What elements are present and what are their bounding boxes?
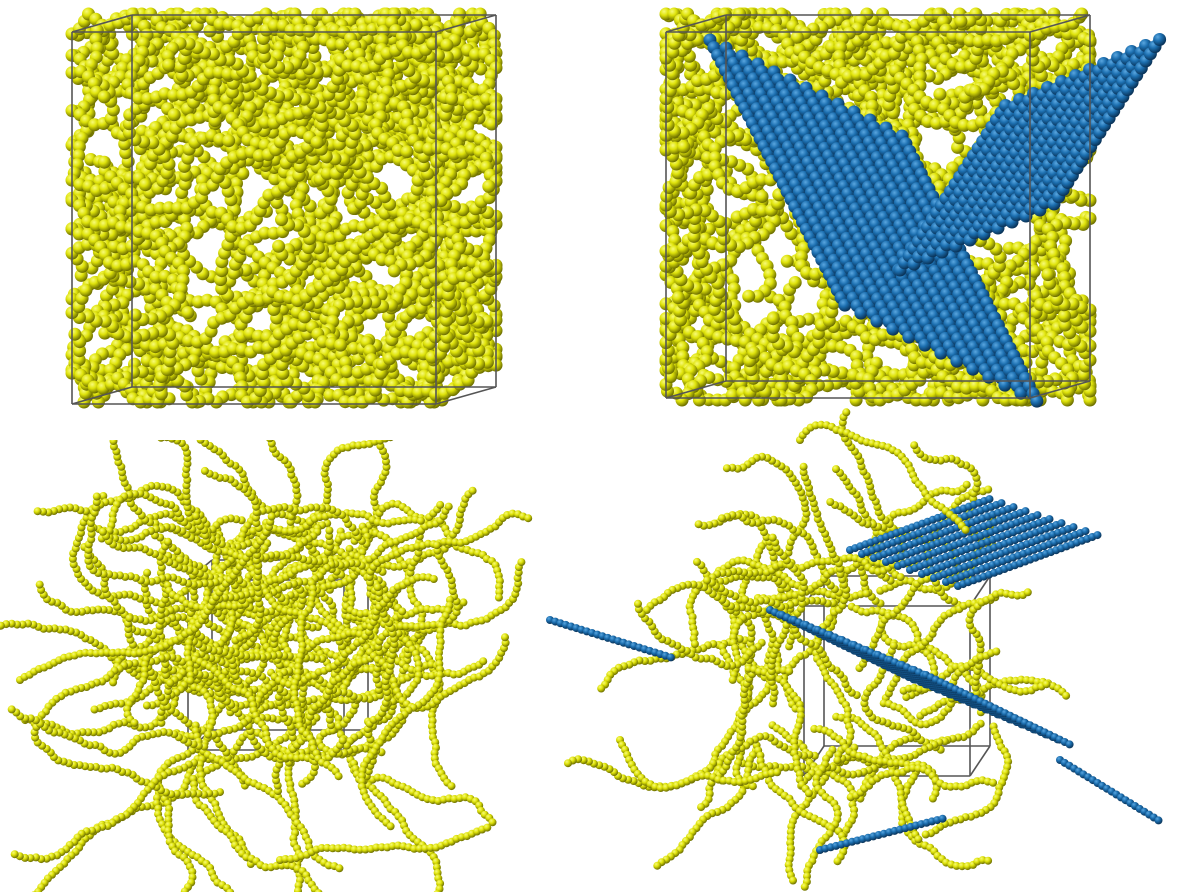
- melt-chain-beads: [0, 440, 533, 892]
- crystal-box-beads: [659, 7, 1167, 408]
- crystal-box-render: [659, 7, 1167, 408]
- simulation-box-outline: [665, 14, 1091, 399]
- melt-beads: [65, 7, 503, 409]
- panel-melt-box: [0, 0, 560, 420]
- crystal-chain-beads: [546, 408, 1163, 891]
- simulation-box-outline: [71, 14, 497, 405]
- panel-crystal-chains: [520, 400, 1192, 892]
- crystal-chains-render: [546, 408, 1163, 891]
- panel-melt-chains: [0, 440, 560, 892]
- panel-crystal-box: [600, 0, 1192, 420]
- melt-box-render: [65, 7, 503, 409]
- melt-chains-render: [0, 440, 533, 892]
